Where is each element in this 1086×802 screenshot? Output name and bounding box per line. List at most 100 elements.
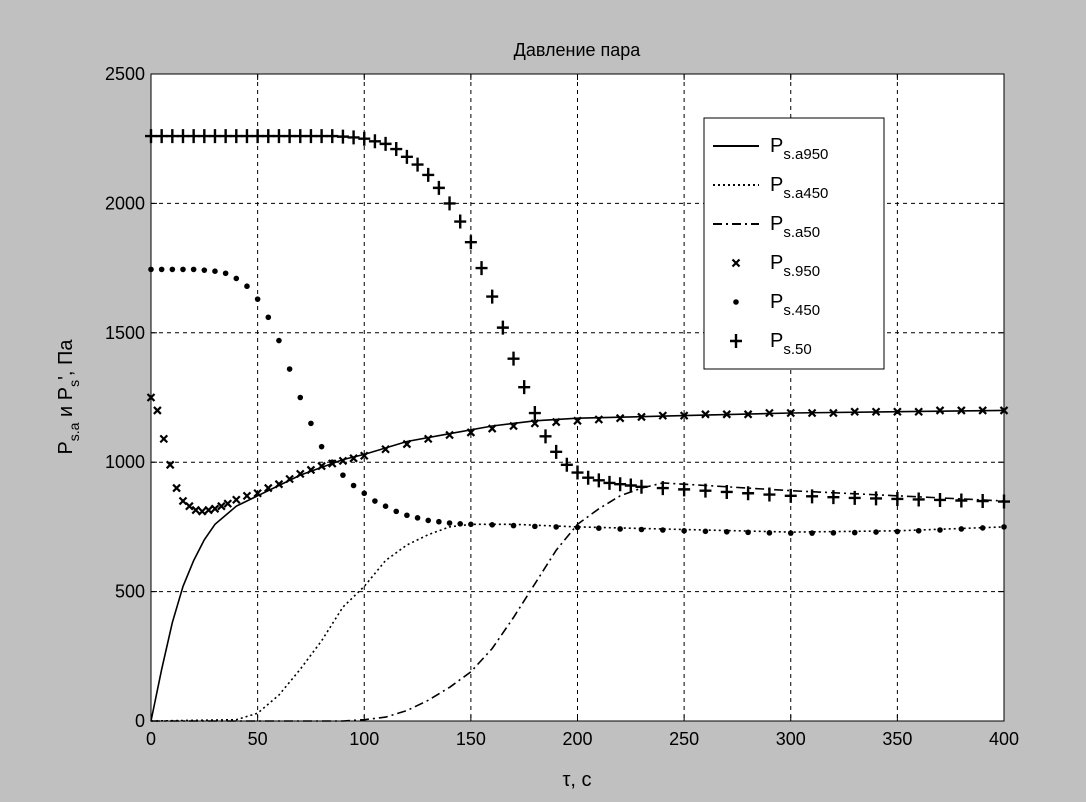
chart-title: Давление пара xyxy=(514,40,642,60)
legend-label-main: P xyxy=(770,135,783,157)
legend-label: Ps.a950 xyxy=(770,135,828,163)
data-point xyxy=(198,129,211,144)
series-2 xyxy=(151,482,1005,722)
data-point xyxy=(197,507,207,516)
data-point xyxy=(765,408,774,418)
data-point xyxy=(893,407,902,417)
data-point xyxy=(201,267,208,273)
data-point xyxy=(466,428,476,437)
data-point xyxy=(446,520,453,526)
x-tick-label: 350 xyxy=(882,729,912,749)
legend-box xyxy=(703,117,885,370)
data-point xyxy=(153,406,162,415)
x-tick-label: 250 xyxy=(669,729,699,749)
data-point xyxy=(158,266,165,273)
data-point xyxy=(656,481,669,496)
data-point xyxy=(294,129,307,144)
y-tick-label: 500 xyxy=(115,582,145,602)
data-point xyxy=(571,465,584,480)
data-point xyxy=(539,429,552,444)
data-point xyxy=(496,320,509,335)
data-point xyxy=(390,142,403,157)
data-point xyxy=(487,424,497,433)
legend-label-sub: s.50 xyxy=(783,341,811,358)
data-point xyxy=(422,167,435,182)
data-point xyxy=(242,491,252,501)
data-point xyxy=(560,457,573,472)
data-point xyxy=(957,406,966,415)
data-point xyxy=(306,465,316,475)
data-point xyxy=(786,408,796,418)
data-point xyxy=(349,454,358,463)
data-point xyxy=(614,477,627,492)
legend-label-sub: s.450 xyxy=(783,302,820,319)
data-point xyxy=(573,416,582,426)
legend-label-sub: s.a450 xyxy=(783,185,828,202)
legend-label-main: P xyxy=(770,213,783,235)
legend-label-main: P xyxy=(770,252,783,274)
legend-label: Ps.a450 xyxy=(770,174,828,202)
data-point xyxy=(550,444,563,459)
legend-label-main: P xyxy=(770,291,783,313)
data-point xyxy=(574,524,581,531)
data-point xyxy=(489,522,496,528)
legend-entry-0: Ps.a950 xyxy=(713,135,828,163)
data-point xyxy=(658,411,668,420)
legend-label-sub: s.a950 xyxy=(783,146,828,163)
data-point xyxy=(230,129,243,144)
data-point xyxy=(848,490,861,505)
data-point xyxy=(679,411,689,420)
data-point xyxy=(723,529,730,535)
data-point xyxy=(530,419,540,428)
data-point xyxy=(464,235,477,250)
legend-entry-4: Ps.450 xyxy=(733,291,820,319)
ticks: 0 50 100 150 200 250 300 350 400 0 500 1000 1500 2000… xyxy=(105,64,1019,749)
data-point xyxy=(286,366,293,372)
legend-entry-5: Ps.50 xyxy=(730,330,812,358)
data-point xyxy=(850,407,860,417)
data-point xyxy=(624,478,637,493)
data-point xyxy=(315,129,328,144)
data-point xyxy=(915,527,922,534)
legend-entry-1: Ps.a450 xyxy=(713,174,828,202)
data-point xyxy=(350,482,357,489)
data-point xyxy=(361,490,368,497)
data-point xyxy=(274,479,284,489)
data-point xyxy=(594,415,604,424)
data-point xyxy=(518,380,531,395)
data-point xyxy=(958,526,965,532)
data-point xyxy=(596,525,602,531)
data-point xyxy=(159,434,169,444)
data-point xyxy=(722,410,732,419)
data-point xyxy=(507,351,520,366)
x-axis-label: τ, с xyxy=(562,769,591,791)
data-point xyxy=(208,129,221,144)
data-point xyxy=(190,266,197,273)
data-point xyxy=(603,475,616,490)
data-point xyxy=(336,129,349,144)
data-point xyxy=(382,503,389,509)
data-point xyxy=(262,129,275,144)
legend-marker-sample xyxy=(733,299,739,305)
legend-label: Ps.950 xyxy=(770,252,820,280)
data-point xyxy=(222,270,229,277)
data-point xyxy=(509,421,518,431)
data-point xyxy=(787,530,794,536)
data-point xyxy=(423,434,433,444)
legend-label-sub: s.a50 xyxy=(783,224,820,241)
data-point xyxy=(272,129,285,144)
data-point xyxy=(806,489,819,504)
data-point xyxy=(276,337,282,344)
data-point xyxy=(251,129,264,144)
data-point xyxy=(326,129,339,144)
data-point xyxy=(510,522,517,529)
x-tick-label: 300 xyxy=(776,729,806,749)
series-3 xyxy=(146,393,1009,516)
data-point xyxy=(358,131,371,146)
data-point xyxy=(172,483,181,493)
data-point xyxy=(191,505,201,515)
data-point xyxy=(187,129,200,144)
data-point xyxy=(368,134,381,149)
